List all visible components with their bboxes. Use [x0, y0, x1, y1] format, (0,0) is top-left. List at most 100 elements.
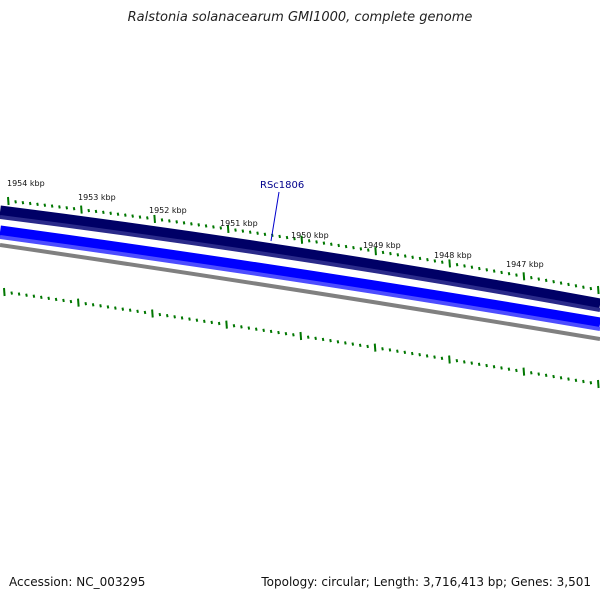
minor-tick — [418, 353, 421, 357]
minor-tick — [28, 201, 32, 206]
minor-tick — [411, 255, 414, 259]
minor-tick — [582, 379, 585, 384]
minor-tick — [232, 324, 236, 328]
minor-tick — [500, 270, 503, 275]
minor-tick — [314, 336, 317, 341]
minor-tick — [241, 229, 245, 233]
minor-tick — [62, 298, 65, 303]
minor-tick — [582, 285, 585, 289]
minor-tick — [485, 363, 488, 368]
minor-tick — [234, 228, 237, 232]
minor-tick — [589, 286, 593, 291]
minor-tick — [58, 205, 61, 209]
minor-tick — [87, 208, 90, 213]
minor-tick — [99, 304, 102, 308]
minor-tick — [381, 250, 385, 255]
major-tick — [225, 320, 228, 329]
major-tick — [373, 343, 377, 352]
major-tick — [448, 355, 451, 364]
minor-tick — [559, 376, 563, 380]
minor-tick — [256, 231, 259, 235]
minor-tick — [114, 306, 117, 310]
minor-tick — [262, 328, 265, 332]
major-tick — [153, 214, 156, 224]
forward-strand-track — [0, 205, 600, 312]
minor-tick — [197, 223, 201, 227]
minor-tick — [47, 296, 50, 301]
minor-tick — [21, 200, 25, 205]
tick-label: 1952 kbp — [149, 206, 187, 215]
major-tick — [597, 285, 600, 295]
minor-tick — [477, 362, 481, 367]
tick-label: 1947 kbp — [506, 260, 544, 269]
minor-tick — [173, 315, 176, 319]
minor-tick — [109, 211, 112, 215]
minor-tick — [210, 320, 214, 325]
major-tick — [77, 298, 80, 307]
major-tick — [226, 224, 230, 234]
minor-tick — [515, 273, 518, 277]
minor-tick — [544, 373, 548, 378]
minor-tick — [529, 371, 533, 375]
minor-tick — [284, 332, 288, 336]
minor-tick — [485, 268, 489, 272]
minor-tick — [204, 224, 208, 228]
minor-tick — [352, 246, 355, 250]
minor-tick — [306, 335, 310, 339]
tick-label: 1953 kbp — [78, 193, 116, 202]
minor-tick — [217, 321, 221, 326]
map-title: Ralstonia solanacearum GMI1000, complete… — [127, 10, 473, 25]
minor-tick — [403, 350, 407, 355]
minor-tick — [574, 284, 578, 288]
minor-tick — [337, 243, 340, 248]
minor-tick — [175, 220, 178, 224]
minor-tick — [330, 242, 333, 246]
minor-tick — [530, 275, 533, 280]
major-tick — [7, 196, 10, 206]
minor-tick — [425, 354, 429, 358]
minor-tick — [500, 366, 503, 370]
minor-tick — [43, 203, 47, 207]
minor-tick — [433, 355, 436, 359]
minor-tick — [158, 312, 162, 317]
gene-label-pointer — [270, 191, 280, 242]
minor-tick — [552, 280, 555, 284]
minor-tick — [455, 263, 459, 267]
reverse-strand-track-shade — [0, 235, 600, 331]
minor-tick — [195, 318, 199, 322]
tick-label: 1954 kbp — [7, 179, 45, 188]
minor-tick — [537, 372, 541, 376]
minor-tick — [182, 221, 186, 225]
minor-tick — [65, 206, 69, 210]
minor-tick — [160, 218, 164, 222]
major-tick — [299, 331, 303, 341]
reverse-strand-track — [0, 225, 600, 331]
minor-tick — [567, 282, 570, 287]
gene-label-rsc1806[interactable]: RSc1806 — [260, 180, 304, 191]
minor-tick — [292, 333, 295, 337]
tick-label: 1950 kbp — [291, 231, 329, 240]
major-tick — [448, 259, 451, 268]
minor-tick — [32, 294, 36, 298]
minor-tick — [388, 348, 392, 352]
minor-tick — [366, 344, 369, 349]
minor-tick — [40, 295, 43, 299]
minor-tick — [307, 239, 311, 243]
accession-text: Accession: NC_003295 — [9, 575, 146, 589]
minor-tick — [72, 207, 76, 211]
minor-tick — [247, 326, 251, 330]
minor-tick — [91, 303, 95, 307]
minor-tick — [17, 292, 21, 296]
minor-tick — [190, 222, 193, 226]
forward-strand-track-shade — [0, 215, 600, 312]
major-tick — [3, 287, 6, 297]
minor-tick — [589, 381, 593, 385]
minor-tick — [69, 299, 73, 304]
minor-tick — [203, 319, 206, 323]
minor-tick — [351, 342, 355, 346]
minor-tick — [212, 225, 215, 229]
minor-tick — [136, 309, 139, 314]
minor-tick — [188, 317, 191, 321]
minor-tick — [544, 278, 548, 283]
